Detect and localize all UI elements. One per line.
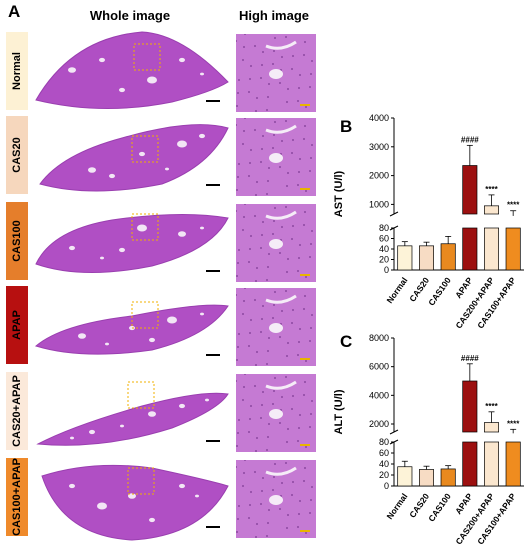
y-tick-label: 3000 bbox=[369, 142, 389, 152]
whole-liver-section-1 bbox=[39, 124, 229, 192]
y-axis-label: AST (U/l) bbox=[333, 170, 345, 217]
y-tick-label: 2000 bbox=[369, 419, 389, 429]
scale-bar bbox=[206, 526, 220, 528]
whole-image-heading: Whole image bbox=[89, 8, 171, 23]
high-magnification-image-4 bbox=[236, 374, 316, 452]
scale-bar bbox=[206, 184, 220, 186]
high-magnification-image-0 bbox=[236, 34, 316, 112]
y-tick-label: 80 bbox=[379, 437, 389, 447]
bar bbox=[397, 466, 413, 487]
y-tick-label: 0 bbox=[384, 481, 389, 491]
bar bbox=[418, 245, 434, 271]
y-tick-label: 20 bbox=[379, 470, 389, 480]
significance-label: **** bbox=[485, 185, 498, 194]
bar bbox=[440, 243, 456, 271]
y-tick-label: 80 bbox=[379, 223, 389, 233]
scale-bar bbox=[206, 100, 220, 102]
y-tick-label: 40 bbox=[379, 244, 389, 254]
y-tick-label: 4000 bbox=[369, 390, 389, 400]
whole-liver-section-4 bbox=[36, 381, 229, 446]
x-tick-label: CAS100 bbox=[426, 491, 453, 523]
significance-label: #### bbox=[461, 135, 479, 144]
row-label-text: CAS20+APAP bbox=[11, 375, 23, 447]
x-tick-label: APAP bbox=[453, 275, 475, 300]
scale-bar bbox=[206, 440, 220, 442]
scale-bar-high bbox=[300, 358, 310, 360]
row-label-4: CAS20+APAP bbox=[6, 372, 28, 450]
y-tick-label: 4000 bbox=[369, 113, 389, 123]
row-label-0: Normal bbox=[6, 32, 28, 110]
whole-liver-section-2 bbox=[35, 213, 229, 274]
panel-c-letter: C bbox=[340, 332, 353, 351]
y-tick-label: 40 bbox=[379, 459, 389, 469]
high-magnification-image-3 bbox=[236, 288, 316, 366]
high-magnification-image-5 bbox=[236, 460, 316, 538]
significance-label: #### bbox=[461, 354, 479, 363]
x-tick-label: CAS100 bbox=[426, 275, 453, 307]
panel-a-letter: A bbox=[8, 2, 21, 21]
bar bbox=[397, 245, 413, 271]
bar bbox=[462, 380, 478, 433]
bar bbox=[462, 165, 478, 215]
row-label-5: CAS100+APAP bbox=[6, 458, 28, 536]
whole-liver-section-3 bbox=[34, 301, 229, 355]
high-image-heading: High image bbox=[238, 8, 310, 23]
y-tick-label: 60 bbox=[379, 448, 389, 458]
significance-label: **** bbox=[507, 201, 520, 210]
scale-bar-high bbox=[300, 188, 310, 190]
whole-liver-section-0 bbox=[35, 31, 229, 109]
bar bbox=[418, 469, 434, 487]
y-tick-label: 1000 bbox=[369, 199, 389, 209]
y-tick-label: 6000 bbox=[369, 362, 389, 372]
scale-bar-high bbox=[300, 444, 310, 446]
row-label-text: APAP bbox=[11, 310, 23, 340]
scale-bar-high bbox=[300, 530, 310, 532]
bar bbox=[484, 205, 500, 215]
row-label-2: CAS100 bbox=[6, 202, 28, 280]
high-magnification-image-2 bbox=[236, 204, 316, 282]
y-tick-label: 2000 bbox=[369, 171, 389, 181]
scale-bar bbox=[206, 270, 220, 272]
y-tick-label: 60 bbox=[379, 234, 389, 244]
y-tick-label: 8000 bbox=[369, 333, 389, 343]
row-label-1: CAS20 bbox=[6, 116, 28, 194]
bar bbox=[505, 227, 521, 271]
bar bbox=[462, 227, 478, 271]
y-tick-label: 20 bbox=[379, 255, 389, 265]
significance-label: **** bbox=[507, 419, 520, 428]
high-magnification-image-1 bbox=[236, 118, 316, 196]
bar bbox=[484, 422, 500, 433]
row-label-3: APAP bbox=[6, 286, 28, 364]
y-axis-label: ALT (U/l) bbox=[333, 389, 345, 434]
bar bbox=[505, 441, 521, 487]
x-tick-label: APAP bbox=[453, 491, 475, 516]
row-label-text: CAS100+APAP bbox=[11, 458, 23, 536]
bar bbox=[484, 227, 500, 271]
row-label-text: CAS20 bbox=[11, 137, 23, 173]
bar bbox=[440, 468, 456, 487]
row-label-text: CAS100 bbox=[11, 220, 23, 262]
bar bbox=[462, 441, 478, 487]
y-tick-label: 0 bbox=[384, 265, 389, 275]
whole-liver-section-5 bbox=[41, 464, 229, 541]
significance-label: **** bbox=[485, 402, 498, 411]
scale-bar-high bbox=[300, 104, 310, 106]
row-label-text: Normal bbox=[11, 52, 23, 90]
x-tick-label: Normal bbox=[384, 275, 409, 305]
bar bbox=[484, 441, 500, 487]
x-tick-label: Normal bbox=[384, 491, 409, 521]
panel-b-letter: B bbox=[340, 117, 353, 136]
scale-bar-high bbox=[300, 274, 310, 276]
scale-bar bbox=[206, 354, 220, 356]
